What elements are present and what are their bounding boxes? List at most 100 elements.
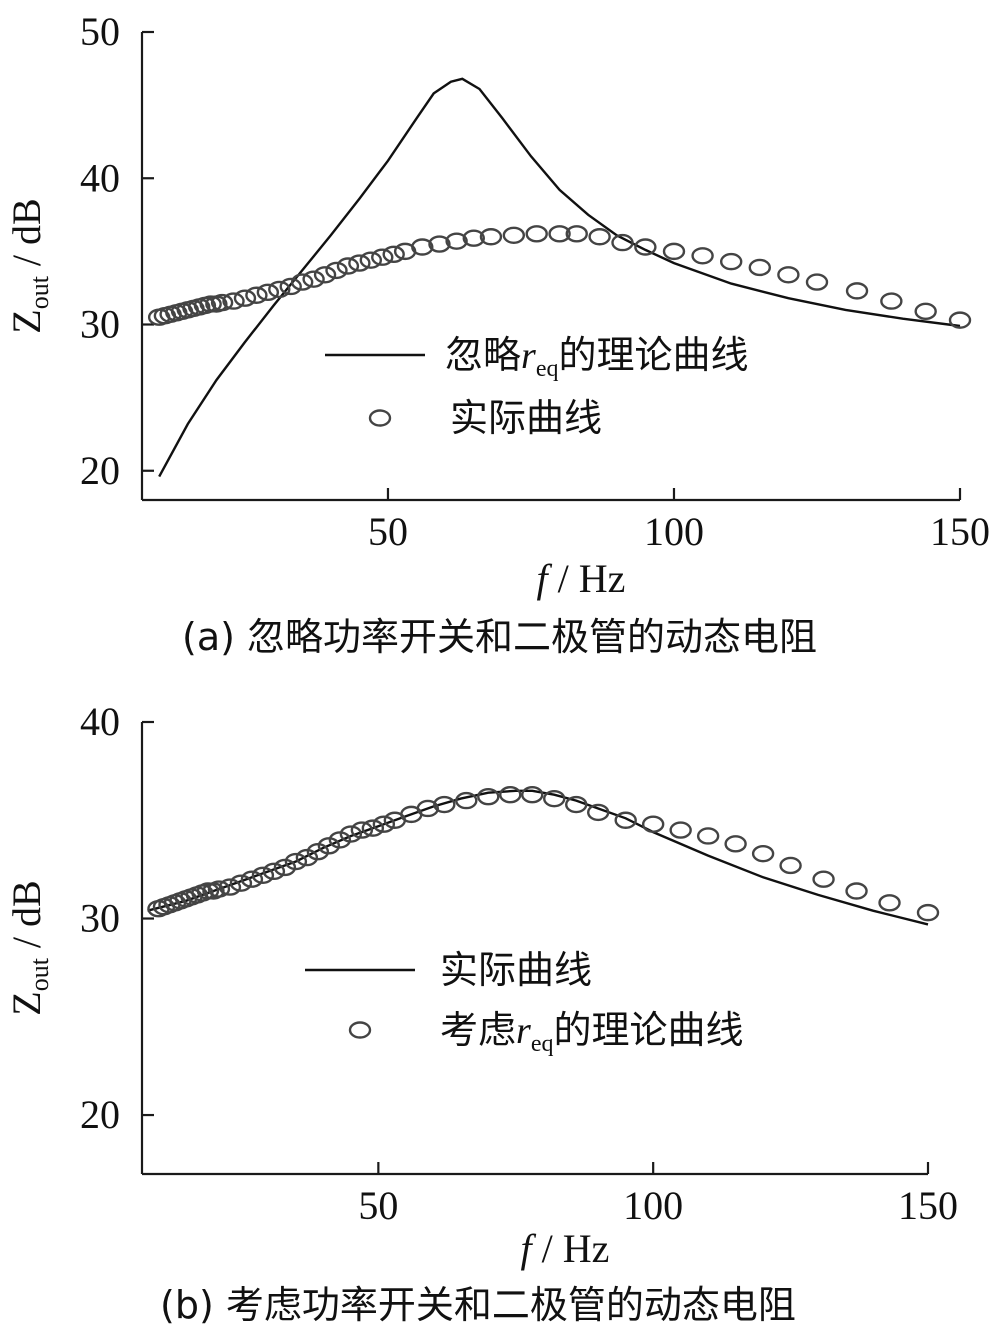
series-marker [634,238,657,256]
legend-label: 考虑req的理论曲线 [440,1008,743,1057]
series-marker [691,247,714,265]
series-marker [240,870,264,888]
panel-caption: (a) 忽略功率开关和二极管的动态电阻 [182,615,817,659]
series-marker [521,786,544,804]
series-marker [290,273,314,291]
series-marker [812,870,835,888]
series-marker [462,229,485,247]
series-marker [210,293,234,312]
y-axis-label-unit: / dB [4,198,49,276]
legend-label-var: r [516,1010,531,1052]
x-axis-label: f / Hz [521,1226,610,1271]
series-marker [313,266,337,284]
series-marker [382,245,405,264]
legend-label-prefix: 忽略 [445,333,521,377]
series-marker [641,815,665,833]
series-marker [845,882,868,900]
legend-label-prefix: 实际曲线 [450,396,602,440]
series-marker [588,228,611,246]
legend-label-prefix: 实际曲线 [440,948,592,992]
series-marker [361,819,385,837]
series-marker [479,228,503,246]
legend-label-suffix: 的理论曲线 [558,333,748,377]
series-marker [339,825,363,843]
series-marker [416,799,440,818]
y-axis-label-sub: out [25,957,54,991]
y-axis-label-unit: / dB [4,880,49,958]
series-marker [245,286,268,304]
x-tick-label: 50 [368,509,408,554]
series-marker [229,874,253,892]
y-tick-label: 50 [80,9,120,54]
x-tick-label: 50 [358,1183,398,1228]
legend-circle-swatch [348,1021,372,1039]
series-marker [543,789,566,808]
series-marker [696,827,720,845]
series-marker [251,866,275,884]
x-tick-label: 150 [930,509,990,554]
series-marker [669,821,692,839]
series-marker [719,252,743,271]
series-marker [948,311,972,329]
legend-circle-swatch [368,409,392,427]
series-marker [336,257,360,275]
x-tick-label: 150 [898,1183,958,1228]
series-marker [268,280,291,299]
y-axis-label: Zout / dB [4,198,54,333]
chart-panel-a: 20 30 40 50 50 100 150 f / Hz Zout / dB 忽略req的理论曲… [4,9,990,659]
series-marker [662,242,686,261]
series-marker [499,786,522,804]
x-axis-label: f / Hz [537,556,626,601]
series-marker [777,266,800,284]
legend-label: 实际曲线 [440,948,592,992]
y-axis-label-var: Z [4,309,49,333]
series-marker [262,862,286,881]
series-marker [611,233,634,252]
x-axis-label-unit: / Hz [532,1226,610,1271]
y-tick-label: 40 [80,699,120,744]
series-marker [348,254,371,272]
series-marker [878,894,901,912]
series-marker [428,235,451,253]
series-marker [372,815,396,833]
chart-panel-b: 20 30 40 50 100 150 f / Hz Zout / dB 实际曲线考虑req的理… [4,699,958,1327]
series-marker [284,852,308,871]
legend-label-sub: eq [536,356,559,382]
x-tick-label: 100 [644,509,704,554]
series-marker [207,880,231,898]
legend-label-sub: eq [531,1031,554,1057]
panel-caption: (b) 考虑功率开关和二极管的动态电阻 [160,1283,796,1327]
series-marker [218,878,242,896]
y-axis-label: Zout / dB [4,880,54,1015]
series-marker [525,225,548,243]
series-marker [279,277,302,296]
legend-label-suffix: 的理论曲线 [553,1008,743,1052]
y-tick-label: 20 [80,448,120,493]
series-marker [359,251,383,269]
series-marker [587,803,610,822]
series-marker [565,225,588,243]
y-tick-label: 30 [80,896,120,941]
series-marker [411,238,434,256]
series-marker [502,226,526,244]
series-marker [748,258,771,277]
series-line [158,77,961,478]
series-marker [371,248,394,266]
series-marker [805,273,829,291]
series-marker [445,232,468,250]
y-tick-label: 40 [80,155,120,200]
x-tick-label: 100 [623,1183,683,1228]
series-marker [325,261,348,280]
legend-label: 忽略req的理论曲线 [445,333,748,382]
y-tick-label: 20 [80,1092,120,1137]
y-axis-label-var: Z [4,991,49,1015]
series-marker [233,289,257,307]
series-marker [724,835,747,853]
y-axis-label-sub: out [25,275,54,309]
series-marker [565,795,588,814]
series-marker [222,292,245,310]
series-marker [548,225,571,243]
series-marker [916,903,940,922]
legend-label: 实际曲线 [450,396,602,440]
series-marker [751,844,775,863]
